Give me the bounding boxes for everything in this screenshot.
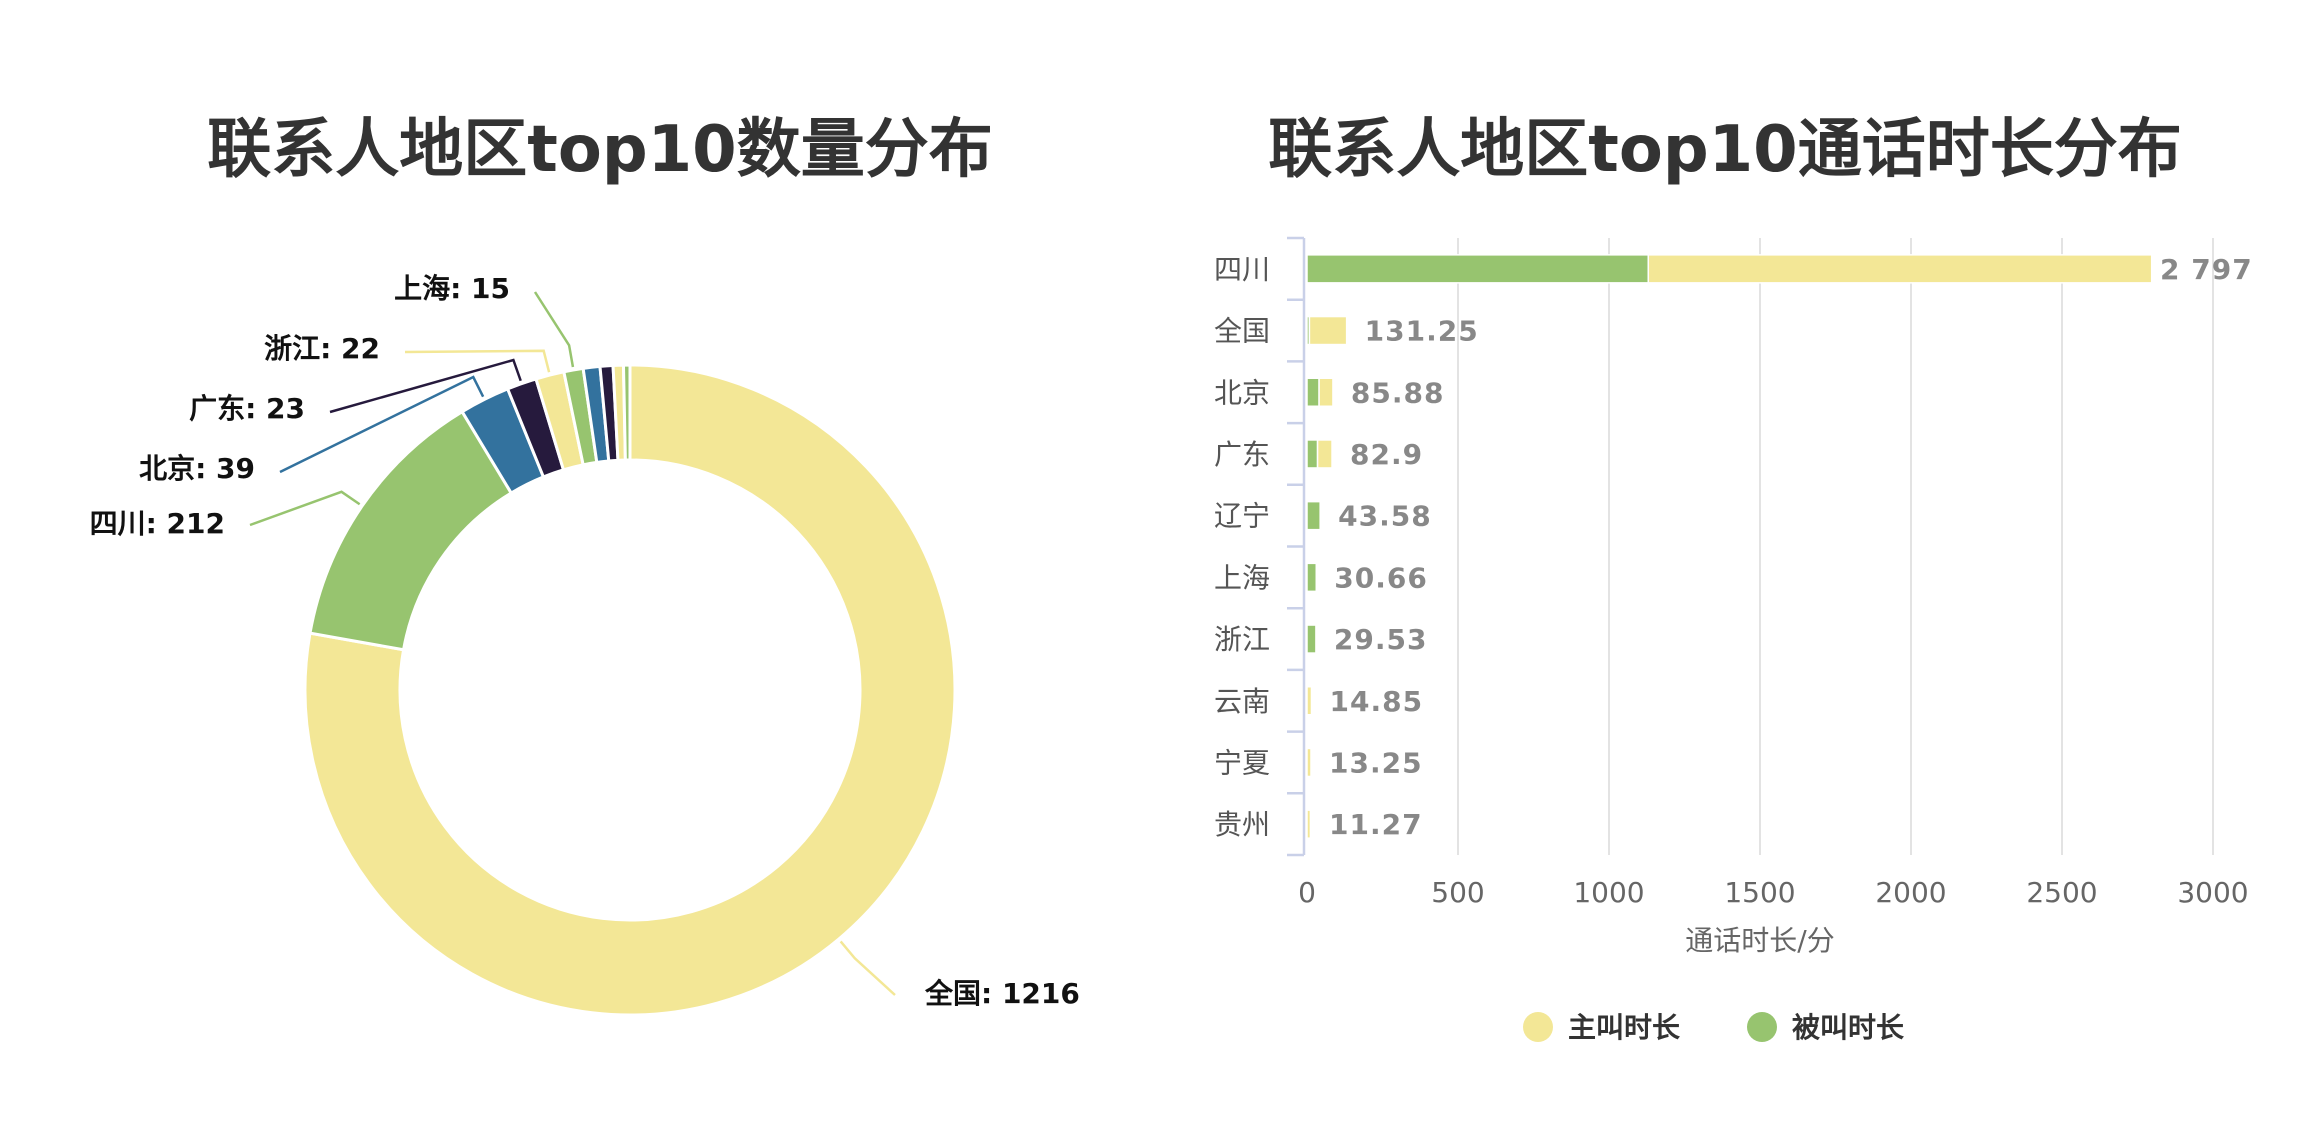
legend-label-0[interactable]: 主叫时长	[1568, 1011, 1680, 1044]
legend-label-1[interactable]: 被叫时长	[1792, 1011, 1904, 1044]
pie-label-line-0	[839, 940, 896, 996]
bar-total-label-6: 29.53	[1334, 623, 1428, 656]
category-label-3: 广东	[1214, 438, 1270, 471]
bar-2-series-1[interactable]	[1318, 377, 1334, 407]
pie-label-line-1	[249, 490, 361, 527]
bar-9-series-1[interactable]	[1306, 809, 1312, 839]
bar-total-label-5: 30.66	[1334, 561, 1428, 594]
bar-4-series-0[interactable]	[1306, 500, 1321, 531]
bar-total-label-0: 2 797	[2160, 253, 2253, 286]
bar-total-label-8: 13.25	[1329, 746, 1423, 779]
pie-label-line-4	[404, 349, 551, 373]
pie-label-4: 浙江: 22	[264, 332, 380, 365]
bar-3-series-1[interactable]	[1316, 439, 1333, 469]
x-tick-label-0: 0	[1298, 876, 1316, 909]
x-tick-label-4: 2000	[1875, 876, 1946, 909]
legend-swatch-0[interactable]	[1523, 1012, 1553, 1042]
pie-label-line-3	[329, 358, 522, 414]
bar-total-label-3: 82.9	[1350, 438, 1423, 471]
category-label-5: 上海	[1214, 561, 1270, 594]
bar-1-series-1[interactable]	[1308, 315, 1348, 346]
x-tick-label-2: 1000	[1573, 876, 1644, 909]
bar-2-series-0[interactable]	[1306, 377, 1320, 407]
bar-7-series-1[interactable]	[1306, 686, 1313, 716]
category-label-1: 全国	[1214, 315, 1270, 348]
pie-slice-1[interactable]	[308, 409, 514, 652]
x-tick-label-6: 3000	[2177, 876, 2248, 909]
legend-swatch-1[interactable]	[1747, 1012, 1777, 1042]
category-label-6: 浙江	[1214, 623, 1270, 656]
bar-6-series-0[interactable]	[1306, 624, 1317, 654]
category-label-8: 宁夏	[1214, 746, 1270, 779]
pie-slice-9[interactable]	[621, 363, 632, 462]
pie-label-0: 全国: 1216	[924, 977, 1080, 1010]
bar-0-series-1[interactable]	[1647, 254, 2153, 284]
x-tick-label-5: 2500	[2026, 876, 2097, 909]
bar-total-label-1: 131.25	[1365, 315, 1479, 348]
pie-label-line-5	[533, 291, 575, 368]
bar-total-label-9: 11.27	[1329, 808, 1423, 841]
bar-8-series-1[interactable]	[1306, 747, 1312, 778]
pie-label-3: 广东: 23	[189, 392, 305, 425]
bar-total-label-7: 14.85	[1329, 685, 1423, 718]
pie-slice-0[interactable]	[303, 363, 957, 1017]
category-label-9: 贵州	[1214, 808, 1270, 841]
category-label-7: 云南	[1214, 685, 1270, 718]
category-label-0: 四川	[1214, 253, 1270, 286]
bar-total-label-2: 85.88	[1351, 376, 1445, 409]
category-label-4: 辽宁	[1214, 500, 1270, 533]
x-tick-label-3: 1500	[1724, 876, 1795, 909]
bar-total-label-4: 43.58	[1338, 500, 1432, 533]
bar-3-series-0[interactable]	[1306, 439, 1319, 469]
x-axis-title: 通话时长/分	[1685, 924, 1834, 957]
pie-label-2: 北京: 39	[139, 452, 255, 485]
category-label-2: 北京	[1214, 376, 1270, 409]
bar-5-series-0[interactable]	[1306, 562, 1318, 593]
donut-chart: 全国: 1216 四川: 212 北京: 39 广东: 23 浙江: 22 上海: 15	[90, 272, 1080, 1017]
bar-0-series-0[interactable]	[1306, 254, 1650, 284]
pie-label-1: 四川: 212	[90, 507, 225, 540]
pie-label-5: 上海: 15	[394, 272, 510, 305]
bar-1-series-0[interactable]	[1306, 315, 1311, 346]
pie-label-line-2	[279, 375, 485, 474]
x-tick-label-1: 500	[1431, 876, 1484, 909]
